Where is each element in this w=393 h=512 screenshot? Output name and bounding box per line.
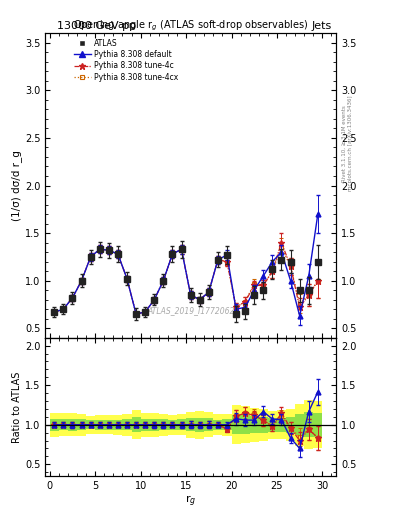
Text: Jets: Jets bbox=[312, 20, 332, 31]
Legend: ATLAS, Pythia 8.308 default, Pythia 8.308 tune-4c, Pythia 8.308 tune-4cx: ATLAS, Pythia 8.308 default, Pythia 8.30… bbox=[72, 37, 180, 83]
Bar bbox=[123, 414, 132, 436]
Bar bbox=[304, 413, 313, 437]
Bar bbox=[123, 419, 132, 430]
Bar bbox=[186, 412, 195, 438]
Bar bbox=[286, 417, 295, 433]
Text: 13000 GeV pp: 13000 GeV pp bbox=[57, 20, 136, 31]
Bar bbox=[204, 412, 213, 437]
Bar bbox=[132, 417, 141, 432]
Bar bbox=[177, 414, 186, 436]
Bar bbox=[222, 414, 231, 436]
Bar bbox=[86, 416, 95, 434]
Bar bbox=[95, 420, 104, 430]
Bar bbox=[259, 417, 268, 433]
Y-axis label: Ratio to ATLAS: Ratio to ATLAS bbox=[12, 371, 22, 443]
Bar bbox=[141, 419, 150, 431]
Bar bbox=[150, 413, 159, 437]
Bar bbox=[277, 418, 286, 432]
Bar bbox=[50, 413, 59, 437]
Bar bbox=[186, 418, 195, 431]
Bar bbox=[104, 420, 113, 430]
Bar bbox=[286, 409, 295, 440]
Bar bbox=[141, 413, 150, 437]
Bar bbox=[213, 419, 222, 430]
Bar bbox=[159, 419, 168, 430]
Text: Rivet 3.1.10, ≥ 3.1M events: Rivet 3.1.10, ≥ 3.1M events bbox=[342, 105, 347, 182]
Bar bbox=[295, 403, 304, 446]
Bar bbox=[168, 420, 177, 430]
Bar bbox=[177, 419, 186, 430]
Bar bbox=[231, 406, 241, 444]
Bar bbox=[77, 414, 86, 436]
Bar bbox=[50, 419, 59, 431]
Bar bbox=[259, 409, 268, 440]
Bar bbox=[168, 415, 177, 435]
Bar bbox=[95, 415, 104, 434]
Bar bbox=[313, 401, 322, 449]
Bar bbox=[277, 411, 286, 439]
Bar bbox=[159, 414, 168, 436]
Bar bbox=[250, 416, 259, 433]
Title: Opening angle r$_g$ (ATLAS soft-drop observables): Opening angle r$_g$ (ATLAS soft-drop obs… bbox=[73, 19, 308, 33]
Bar bbox=[150, 419, 159, 431]
Bar bbox=[195, 411, 204, 439]
Bar bbox=[268, 418, 277, 432]
Y-axis label: (1/σ) dσ/d r_g: (1/σ) dσ/d r_g bbox=[11, 150, 22, 221]
Bar bbox=[113, 415, 123, 435]
Bar bbox=[231, 415, 241, 435]
Bar bbox=[304, 400, 313, 450]
Bar bbox=[77, 419, 86, 430]
Bar bbox=[104, 415, 113, 434]
Bar bbox=[195, 418, 204, 432]
Bar bbox=[68, 419, 77, 431]
Bar bbox=[132, 410, 141, 439]
Bar bbox=[241, 415, 250, 434]
Bar bbox=[295, 414, 304, 435]
Bar bbox=[222, 419, 231, 431]
Bar bbox=[86, 420, 95, 429]
Bar bbox=[59, 414, 68, 436]
Text: mcplots.cern.ch [arXiv:1306.3436]: mcplots.cern.ch [arXiv:1306.3436] bbox=[348, 96, 353, 191]
X-axis label: r$_g$: r$_g$ bbox=[185, 494, 196, 509]
Bar bbox=[113, 420, 123, 430]
Bar bbox=[313, 413, 322, 437]
Bar bbox=[59, 419, 68, 431]
Bar bbox=[213, 414, 222, 435]
Bar bbox=[250, 408, 259, 441]
Bar bbox=[204, 418, 213, 431]
Text: ATLAS_2019_I1772062: ATLAS_2019_I1772062 bbox=[147, 306, 234, 315]
Bar bbox=[241, 406, 250, 443]
Bar bbox=[68, 413, 77, 436]
Bar bbox=[268, 411, 277, 439]
